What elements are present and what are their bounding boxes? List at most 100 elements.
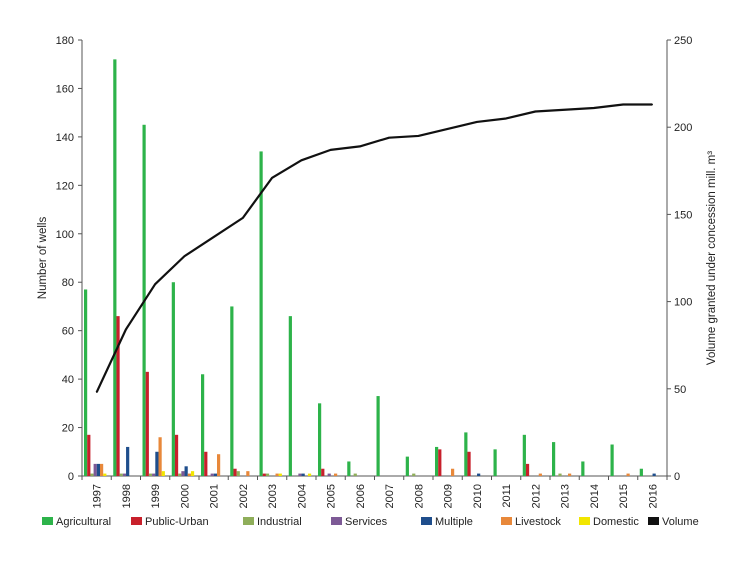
bar-agricultural xyxy=(405,456,409,476)
x-tick-label: 2004 xyxy=(296,484,308,508)
bar-agricultural xyxy=(318,403,322,476)
bar-services xyxy=(181,471,185,476)
bar-agricultural xyxy=(230,306,234,476)
y-tick-label: 60 xyxy=(62,326,74,338)
bar-public-urban xyxy=(204,451,208,476)
bar-multiple xyxy=(652,473,656,476)
bar-public-urban xyxy=(87,434,91,476)
legend-label-multiple: Multiple xyxy=(435,516,473,528)
y-tick-label: 120 xyxy=(56,180,74,192)
bar-industrial xyxy=(558,473,562,476)
legend-swatch-agricultural xyxy=(42,517,53,525)
bar-multiple xyxy=(184,466,188,476)
x-tick-label: 2010 xyxy=(472,484,484,508)
point-volume xyxy=(447,128,449,130)
bar-agricultural xyxy=(581,461,585,476)
legend-label-domestic: Domestic xyxy=(593,516,639,528)
bar-livestock xyxy=(187,473,191,476)
bar-livestock xyxy=(568,473,572,476)
y2-tick-label: 150 xyxy=(674,209,692,221)
bar-industrial xyxy=(148,473,153,476)
x-tick-label: 2016 xyxy=(647,484,659,508)
point-volume xyxy=(96,391,98,393)
bar-agricultural xyxy=(201,374,205,476)
bar-public-urban xyxy=(262,473,266,476)
point-volume xyxy=(213,236,215,238)
legend-swatch-services xyxy=(331,517,342,525)
bar-public-urban xyxy=(233,468,237,476)
bar-livestock xyxy=(334,473,338,476)
bar-agricultural xyxy=(610,444,614,476)
legend-swatch-livestock xyxy=(501,517,512,525)
bar-services xyxy=(210,473,214,476)
bar-agricultural xyxy=(464,432,468,476)
x-tick-label: 2012 xyxy=(530,484,542,508)
x-tick-label: 2003 xyxy=(267,484,279,508)
y-tick-label: 160 xyxy=(56,83,74,95)
plot-area: 0 20 40 60 80 100 120 140 160 180 0 50 100 150 200 250 1… xyxy=(56,35,693,508)
bar-domestic xyxy=(190,471,195,476)
x-tick-label: 2000 xyxy=(179,484,191,508)
bar-livestock xyxy=(100,463,104,476)
x-tick-label: 1998 xyxy=(121,484,133,508)
bar-domestic xyxy=(278,473,282,476)
legend-label-agricultural: Agricultural xyxy=(56,516,111,528)
point-volume xyxy=(622,103,624,106)
bar-industrial xyxy=(236,471,240,476)
bar-agricultural xyxy=(113,59,117,476)
y-tick-label: 40 xyxy=(62,374,74,386)
bar-agricultural xyxy=(435,446,439,476)
point-volume xyxy=(651,103,653,106)
bar-services xyxy=(152,473,156,476)
bar-domestic xyxy=(307,473,312,476)
bar-livestock xyxy=(538,473,542,476)
x-tick-label: 2007 xyxy=(384,484,396,508)
point-volume xyxy=(505,117,507,120)
y-tick-label: 0 xyxy=(68,471,74,483)
point-volume xyxy=(417,135,419,137)
legend-swatch-public-urban xyxy=(131,517,142,525)
bar-multiple xyxy=(213,473,217,476)
point-volume xyxy=(593,107,595,109)
bar-services xyxy=(93,463,97,476)
point-volume xyxy=(125,328,127,331)
legend-swatch-volume xyxy=(648,517,659,525)
bar-industrial xyxy=(353,473,357,476)
bar-agricultural xyxy=(347,461,351,476)
line-volume xyxy=(95,103,653,393)
bar-multiple xyxy=(155,451,159,476)
bar-agricultural xyxy=(552,442,556,476)
y-tick-label: 180 xyxy=(56,35,74,47)
y-tick-label: 20 xyxy=(62,423,74,435)
bar-industrial xyxy=(90,473,94,476)
legend-swatch-multiple xyxy=(421,517,432,525)
point-volume xyxy=(388,137,390,139)
y2-tick-label: 250 xyxy=(674,35,692,47)
bar-services xyxy=(122,473,127,476)
bar-public-urban xyxy=(525,463,530,476)
x-tick-label: 2005 xyxy=(326,484,338,508)
y2-tick-label: 0 xyxy=(674,471,680,483)
bar-services xyxy=(327,473,331,476)
point-volume xyxy=(183,255,185,257)
x-tick-label: 2011 xyxy=(501,484,513,508)
bar-agricultural xyxy=(376,396,380,476)
bar-livestock xyxy=(451,468,455,476)
bar-livestock xyxy=(158,437,162,476)
bar-agricultural xyxy=(288,316,292,476)
bar-industrial xyxy=(265,473,270,476)
bar-public-urban xyxy=(321,468,325,476)
bar-livestock xyxy=(626,473,630,476)
bar-livestock xyxy=(217,454,221,476)
bar-industrial xyxy=(119,473,123,476)
bar-multiple xyxy=(301,473,305,476)
bar-multiple xyxy=(96,463,100,476)
bar-agricultural xyxy=(639,468,643,476)
bar-multiple xyxy=(126,446,130,476)
bar-domestic xyxy=(103,473,107,476)
bar-public-urban xyxy=(438,449,442,476)
legend-label-livestock: Livestock xyxy=(515,516,561,528)
x-tick-label: 2009 xyxy=(443,484,455,508)
bar-agricultural xyxy=(84,289,88,476)
